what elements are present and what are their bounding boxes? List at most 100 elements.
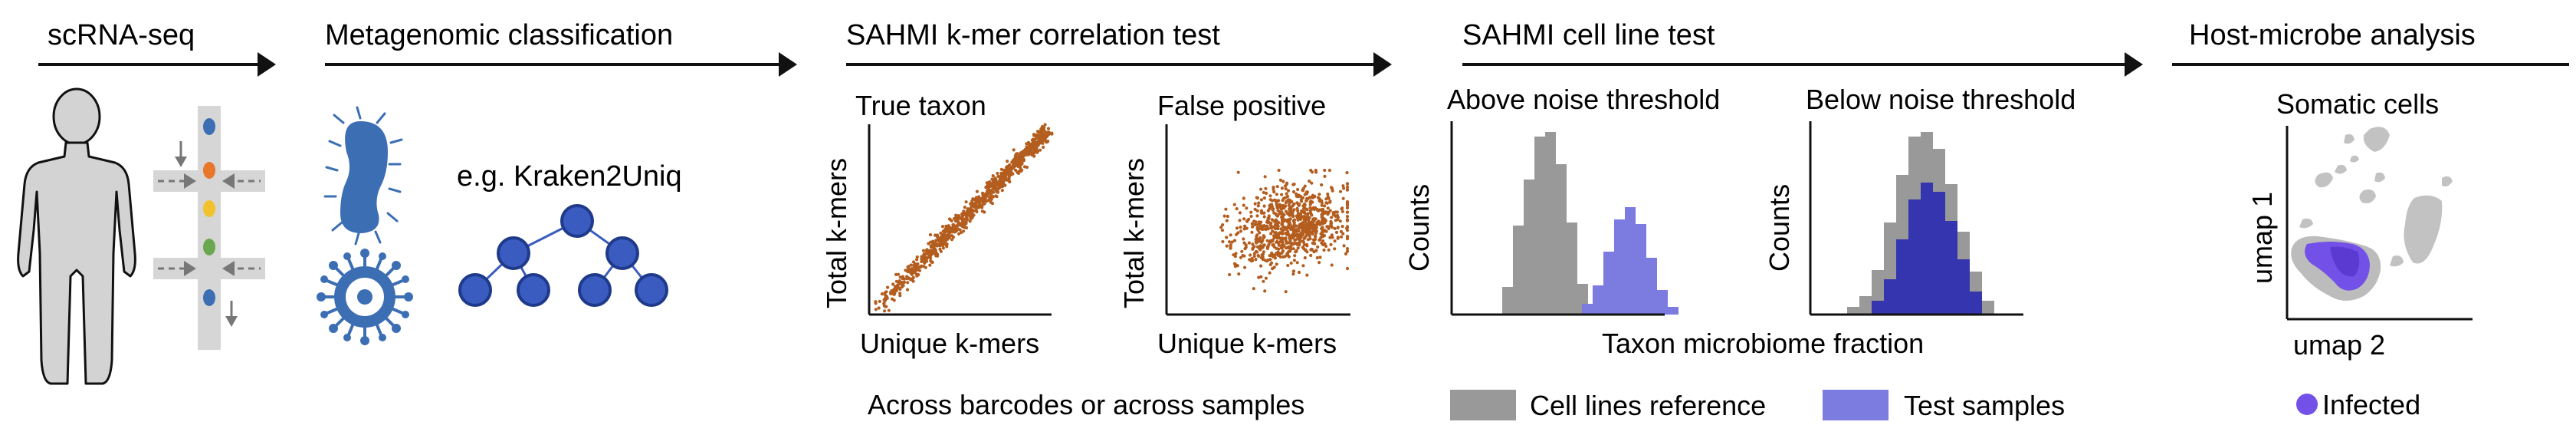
false-positive-point bbox=[1258, 231, 1262, 235]
false-positive-point bbox=[1339, 229, 1343, 233]
false-positive-point bbox=[1259, 187, 1263, 191]
reference-bar bbox=[1859, 296, 1872, 315]
false-positive-point bbox=[1221, 239, 1225, 244]
true-taxon-point bbox=[942, 236, 946, 240]
false-positive-point bbox=[1283, 226, 1287, 230]
true-taxon-point bbox=[980, 209, 984, 213]
false-positive-point bbox=[1249, 210, 1253, 214]
false-positive-point bbox=[1301, 221, 1304, 225]
false-positive-point bbox=[1280, 215, 1284, 219]
false-positive-point bbox=[1265, 191, 1268, 195]
false-positive-point bbox=[1323, 221, 1327, 225]
false-positive-point bbox=[1327, 248, 1331, 252]
false-positive-point bbox=[1258, 236, 1262, 239]
false-positive-point bbox=[1309, 199, 1313, 203]
false-positive-point bbox=[1227, 240, 1232, 244]
droplet-blue-top bbox=[203, 118, 215, 135]
false-positive-point bbox=[1334, 214, 1337, 218]
true-taxon-point bbox=[945, 245, 949, 249]
false-positive-point bbox=[1345, 219, 1350, 222]
false-positive-point bbox=[1303, 184, 1307, 188]
test-bar bbox=[1603, 252, 1614, 315]
true-taxon-point bbox=[934, 233, 937, 237]
false-positive-point bbox=[1274, 231, 1278, 235]
false-positive-point bbox=[1321, 214, 1324, 218]
false-positive-point bbox=[1296, 246, 1300, 250]
true-taxon-point bbox=[960, 224, 963, 228]
false-positive-point bbox=[1250, 230, 1254, 234]
false-positive-point bbox=[1264, 186, 1268, 190]
false-positive-title: False positive bbox=[1157, 90, 1326, 121]
kmer-caption: Across barcodes or across samples bbox=[868, 389, 1304, 420]
true-taxon-point bbox=[999, 174, 1003, 178]
test-bar bbox=[1614, 219, 1625, 315]
scrna-title: scRNA-seq bbox=[48, 19, 195, 51]
false-positive-point bbox=[1305, 273, 1309, 277]
false-positive-point bbox=[1271, 208, 1275, 212]
false-positive-point bbox=[1243, 265, 1247, 269]
false-positive-point bbox=[1279, 227, 1283, 231]
true-taxon-point bbox=[1033, 150, 1037, 153]
false-positive-point bbox=[1318, 193, 1321, 196]
false-positive-point bbox=[1280, 186, 1284, 190]
false-positive-point bbox=[1255, 214, 1259, 218]
true-taxon-point bbox=[902, 280, 907, 284]
test-bar bbox=[1582, 304, 1593, 315]
false-positive-point bbox=[1266, 227, 1270, 231]
true-taxon-point bbox=[1012, 148, 1016, 152]
true-taxon-point bbox=[950, 234, 954, 238]
tree-node-right bbox=[605, 236, 639, 270]
false-positive-point bbox=[1329, 242, 1333, 246]
false-positive-point bbox=[1286, 229, 1290, 234]
true-taxon-point bbox=[894, 272, 898, 276]
false-positive-point bbox=[1298, 203, 1301, 206]
test-bar bbox=[1908, 199, 1921, 315]
true-taxon-point bbox=[956, 219, 960, 223]
true-taxon-point bbox=[947, 229, 950, 232]
true-taxon-point bbox=[954, 216, 958, 219]
true-taxon-point bbox=[1019, 158, 1023, 162]
false-positive-point bbox=[1225, 219, 1229, 222]
false-positive-point bbox=[1225, 236, 1229, 239]
false-positive-point bbox=[1345, 202, 1350, 206]
false-positive-point bbox=[1259, 275, 1263, 278]
false-positive-point bbox=[1224, 207, 1228, 211]
false-positive-point bbox=[1268, 194, 1272, 198]
false-positive-point bbox=[1251, 259, 1255, 262]
true-taxon-point bbox=[984, 195, 988, 199]
true-taxon-point bbox=[977, 206, 981, 209]
above-threshold-histogram bbox=[1502, 132, 1679, 315]
false-positive-point bbox=[1342, 186, 1346, 190]
true-taxon-point bbox=[1006, 160, 1009, 163]
true-taxon-point bbox=[886, 285, 890, 289]
false-positive-point bbox=[1259, 264, 1263, 268]
false-positive-point bbox=[1298, 222, 1301, 226]
false-positive-point bbox=[1272, 211, 1276, 215]
true-taxon-point bbox=[971, 203, 975, 206]
false-positive-point bbox=[1313, 242, 1317, 246]
false-positive-point bbox=[1306, 196, 1310, 200]
true-taxon-point bbox=[1011, 163, 1015, 168]
false-positive-point bbox=[1314, 231, 1318, 235]
false-positive-point bbox=[1265, 224, 1269, 228]
false-positive-point bbox=[1275, 185, 1279, 189]
section-host-microbe: Host-microbe analysis Somatic cells bbox=[2172, 19, 2569, 420]
true-taxon-point bbox=[915, 258, 919, 262]
false-positive-point bbox=[1314, 223, 1318, 227]
true-taxon-point bbox=[915, 255, 919, 259]
false-positive-point bbox=[1292, 202, 1296, 206]
false-positive-point bbox=[1298, 212, 1302, 216]
true-taxon-ylabel: Total k-mers bbox=[821, 158, 852, 308]
false-positive-point bbox=[1258, 239, 1262, 242]
false-positive-point bbox=[1302, 226, 1306, 229]
false-positive-point bbox=[1297, 193, 1301, 197]
false-positive-point bbox=[1321, 216, 1326, 220]
true-taxon-point bbox=[1030, 153, 1034, 157]
false-positive-point bbox=[1245, 206, 1249, 210]
false-positive-point bbox=[1266, 209, 1270, 213]
false-positive-point bbox=[1268, 206, 1272, 210]
false-positive-point bbox=[1286, 263, 1290, 268]
false-positive-point bbox=[1261, 227, 1265, 231]
false-positive-point bbox=[1265, 239, 1269, 242]
